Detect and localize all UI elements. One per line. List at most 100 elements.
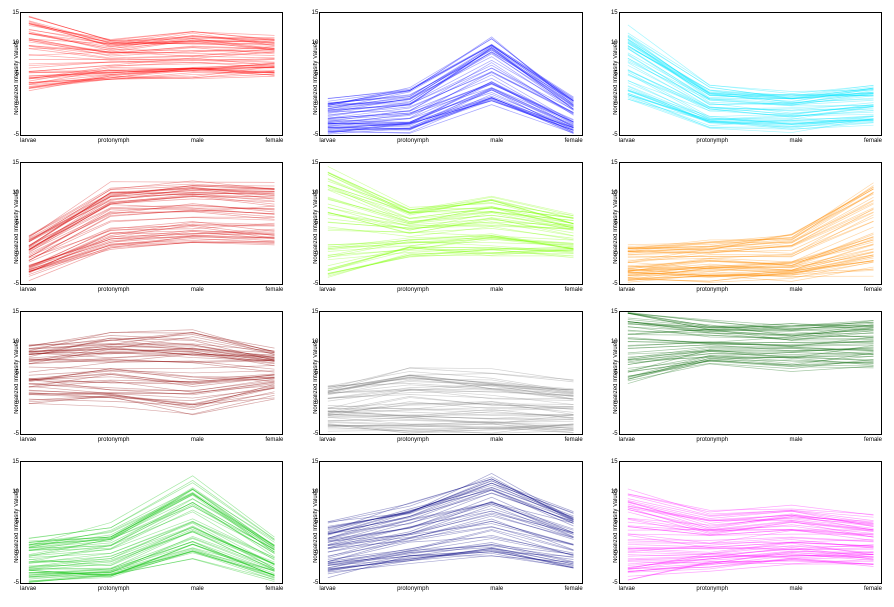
plot-svg: [620, 462, 881, 584]
x-tick-label: female: [565, 138, 583, 144]
x-axis-ticks: larvaeprotonymphmalefemale: [319, 138, 582, 144]
x-tick-label: protonymph: [98, 586, 130, 592]
y-tick-label: 5: [16, 220, 19, 226]
y-tick-label: -5: [14, 580, 19, 586]
y-tick-label: 0: [614, 400, 617, 406]
x-tick-label: male: [490, 586, 503, 592]
x-tick-label: protonymph: [696, 586, 728, 592]
x-tick-label: female: [864, 437, 882, 443]
y-tick-label: 0: [16, 550, 19, 556]
plot-svg: [320, 462, 581, 584]
y-tick-label: 15: [12, 160, 19, 166]
axes: -5051015: [619, 311, 882, 435]
x-axis-ticks: larvaeprotonymphmalefemale: [20, 586, 283, 592]
x-tick-label: larvae: [319, 138, 335, 144]
y-tick-label: 10: [312, 489, 319, 495]
x-tick-label: female: [565, 287, 583, 293]
y-tick-label: -5: [14, 132, 19, 138]
axes: -5051015: [319, 12, 582, 136]
axes: -5051015: [619, 461, 882, 585]
y-tick-label: 15: [611, 459, 618, 465]
y-tick-label: 10: [611, 40, 618, 46]
x-tick-label: protonymph: [696, 287, 728, 293]
chart-panel: Normalized Intensity Values-5051015larva…: [12, 461, 283, 593]
y-tick-label: -5: [313, 580, 318, 586]
chart-panel: Normalized Intensity Values-5051015larva…: [12, 162, 283, 294]
y-tick-label: -5: [313, 281, 318, 287]
x-axis-ticks: larvae protonymph male female: [619, 287, 882, 293]
y-tick-label: 5: [315, 370, 318, 376]
chart-panel: Normalized Intensity Values-5051015larva…: [12, 12, 283, 144]
chart-panel: Normalized Intensity Values-5051015larva…: [311, 162, 582, 294]
y-tick-label: -5: [14, 431, 19, 437]
x-tick-label: larvae: [20, 138, 36, 144]
plot-svg: [21, 462, 282, 584]
x-axis-ticks: larvaeprotonymphmalefemale: [619, 586, 882, 592]
x-tick-label: male: [191, 437, 204, 443]
x-axis-ticks: larvaeprotonymphmalefemale: [319, 437, 582, 443]
y-tick-label: 5: [614, 519, 617, 525]
plot-svg: [320, 312, 581, 434]
chart-panel: Normalized Intensity Values-5051015larva…: [311, 311, 582, 443]
y-tick-label: 10: [611, 339, 618, 345]
x-tick-label: larvae: [20, 586, 36, 592]
chart-panel: Normalized Intensity Values-5051015larva…: [311, 461, 582, 593]
y-tick-label: 5: [16, 370, 19, 376]
plot-svg: [620, 13, 881, 135]
y-tick-label: 10: [12, 190, 19, 196]
x-tick-label: female: [265, 287, 283, 293]
y-tick-label: -5: [612, 132, 617, 138]
y-tick-label: 10: [12, 40, 19, 46]
x-tick-label: protonymph: [98, 138, 130, 144]
y-tick-label: -5: [612, 281, 617, 287]
x-tick-label: male: [490, 437, 503, 443]
y-tick-label: 0: [315, 400, 318, 406]
y-tick-label: 15: [12, 10, 19, 16]
x-tick-label: larvae: [619, 138, 635, 144]
y-tick-label: -5: [612, 580, 617, 586]
x-tick-label: male: [790, 287, 803, 293]
y-tick-label: 0: [315, 251, 318, 257]
x-tick-label: male: [790, 586, 803, 592]
x-tick-label: female: [864, 586, 882, 592]
axes: -5051015: [319, 461, 582, 585]
x-tick-label: protonymph: [397, 437, 429, 443]
y-tick-label: 15: [312, 10, 319, 16]
y-tick-label: 5: [614, 370, 617, 376]
y-tick-label: 10: [12, 489, 19, 495]
x-tick-label: larvae: [20, 437, 36, 443]
axes: -5051015: [20, 311, 283, 435]
plot-svg: [320, 163, 581, 285]
x-axis-ticks: larvaeprotonymphmalefemale: [619, 138, 882, 144]
chart-panel: Normalized Intensity Values-5051015larva…: [611, 461, 882, 593]
y-tick-label: 15: [312, 309, 319, 315]
y-tick-label: 0: [16, 251, 19, 257]
x-axis-ticks: larvaeprotonymphmalefemale: [319, 586, 582, 592]
axes: -5051015: [319, 311, 582, 435]
plot-svg: [320, 13, 581, 135]
chart-panel: Normalized Intensity Values-5051015larva…: [12, 311, 283, 443]
y-tick-label: 5: [315, 220, 318, 226]
axes: -5051015: [319, 162, 582, 286]
y-tick-label: 5: [614, 220, 617, 226]
y-tick-label: -5: [313, 431, 318, 437]
chart-grid: Normalized Intensity Values-5051015larva…: [12, 12, 882, 592]
x-tick-label: larvae: [619, 287, 635, 293]
y-tick-label: 10: [12, 339, 19, 345]
y-tick-label: 5: [315, 519, 318, 525]
x-tick-label: protonymph: [696, 138, 728, 144]
axes: -5051015: [619, 162, 882, 286]
plot-svg: [21, 13, 282, 135]
x-tick-label: larvae: [619, 437, 635, 443]
y-tick-label: 0: [16, 400, 19, 406]
y-tick-label: 5: [614, 71, 617, 77]
y-tick-label: 0: [16, 101, 19, 107]
y-tick-label: 0: [614, 550, 617, 556]
axes: -5051015: [20, 162, 283, 286]
y-tick-label: 0: [315, 550, 318, 556]
x-tick-label: protonymph: [98, 287, 130, 293]
x-tick-label: larvae: [319, 586, 335, 592]
chart-panel: Normalized Intensity Values-5051015larva…: [311, 12, 582, 144]
y-tick-label: 5: [315, 71, 318, 77]
x-tick-label: female: [864, 287, 882, 293]
